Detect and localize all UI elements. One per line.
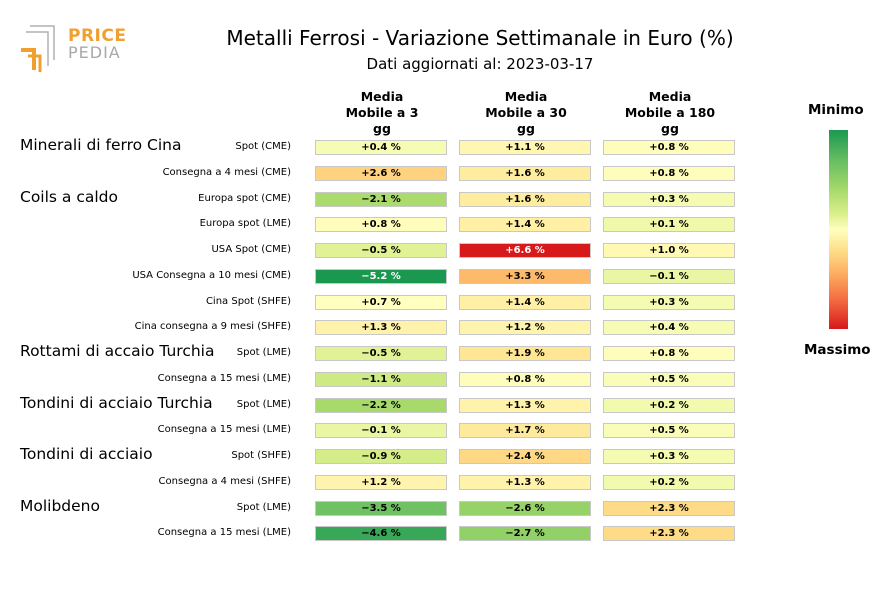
heatmap-cell: −2.7 % [459, 526, 591, 542]
heatmap-cell: +1.6 % [459, 191, 591, 207]
row-label: Consegna a 15 mesi (LME) [157, 372, 291, 384]
heatmap-cell: +1.7 % [459, 423, 591, 439]
column-header-line: Media [504, 89, 548, 104]
heatmap-cell: +0.2 % [603, 474, 735, 490]
column-header-line: gg [661, 121, 679, 136]
heatmap-cell: +0.8 % [459, 371, 591, 387]
column-header-line: Mobile a 3 [345, 105, 419, 120]
heatmap-cell: +0.3 % [603, 449, 735, 464]
legend-min-label: Minimo [808, 102, 864, 118]
heatmap-cell: +1.9 % [459, 346, 591, 361]
group-label: Tondini di acciaio Turchia [20, 393, 213, 412]
row-label: Consegna a 4 mesi (CME) [162, 166, 291, 178]
heatmap-cell: +0.8 % [603, 140, 735, 155]
row-label: Spot (LME) [236, 501, 291, 513]
heatmap-cell: −4.6 % [315, 526, 447, 542]
heatmap-cell: −0.9 % [315, 449, 447, 464]
row-label: Europa spot (LME) [199, 218, 291, 230]
logo-text-price: PRICE [68, 26, 127, 46]
heatmap-cell: +1.1 % [459, 140, 591, 155]
heatmap-cell: +0.3 % [603, 191, 735, 207]
heatmap-cell: +0.8 % [315, 217, 447, 233]
column-header-3d: Media Mobile a 3 gg [302, 89, 462, 137]
logo-text-pedia: PEDIA [68, 43, 121, 62]
row-label: USA Spot (CME) [211, 244, 291, 255]
group-label: Minerali di ferro Cina [20, 136, 182, 154]
heatmap-cell: −2.2 % [315, 397, 447, 413]
heatmap-cell: +0.3 % [603, 294, 735, 310]
heatmap-cell: +0.5 % [603, 371, 735, 387]
row-label: Cina Spot (SHFE) [205, 295, 291, 307]
heatmap-cell: +0.8 % [603, 165, 735, 181]
heatmap-cell: +0.2 % [603, 397, 735, 413]
row-label: USA Consegna a 10 mesi (CME) [132, 269, 291, 281]
group-label: Rottami di accaio Turchia [20, 342, 215, 360]
heatmap-cell: −0.1 % [315, 423, 447, 439]
heatmap-cell: −2.6 % [459, 500, 591, 516]
column-header-30d: Media Mobile a 30 gg [446, 89, 606, 137]
heatmap-cell: +1.3 % [315, 320, 447, 336]
heatmap-cell: +0.1 % [603, 217, 735, 233]
heatmap-cell: +1.3 % [459, 474, 591, 490]
heatmap-cell: +2.6 % [315, 165, 447, 181]
legend-max-label: Massimo [804, 342, 871, 358]
heatmap-cell: +1.3 % [459, 397, 591, 413]
column-header-line: Media [360, 89, 404, 104]
row-label: Consegna a 15 mesi (LME) [157, 527, 291, 539]
heatmap-cell: −3.5 % [315, 500, 447, 516]
heatmap-cell: +1.6 % [459, 165, 591, 181]
heatmap-cell: +1.0 % [603, 243, 735, 258]
heatmap-cell: +1.2 % [315, 474, 447, 490]
group-label: Tondini di acciaio [20, 445, 153, 463]
heatmap-cell: +2.3 % [603, 500, 735, 516]
row-label: Spot (SHFE) [231, 450, 291, 461]
row-label: Consegna a 4 mesi (SHFE) [158, 475, 291, 487]
heatmap-cell: +0.5 % [603, 423, 735, 439]
heatmap-cell: −0.5 % [315, 243, 447, 258]
row-label: Cina consegna a 9 mesi (SHFE) [134, 321, 291, 333]
row-label: Europa spot (CME) [198, 192, 291, 204]
pricepedia-logo: PRICE PEDIA [20, 24, 130, 74]
column-header-line: Mobile a 180 [624, 105, 716, 120]
heatmap-cell: +2.3 % [603, 526, 735, 542]
heatmap-cell: +3.3 % [459, 268, 591, 284]
heatmap-cell: +0.7 % [315, 294, 447, 310]
chart-title: Metalli Ferrosi - Variazione Settimanale… [226, 26, 734, 50]
legend-colorbar [829, 130, 848, 329]
group-label: Coils a caldo [20, 187, 118, 206]
column-header-line: Media [648, 89, 692, 104]
column-header-line: gg [517, 121, 535, 136]
heatmap-cell: −0.1 % [603, 268, 735, 284]
row-label: Spot (LME) [236, 347, 291, 358]
row-label: Spot (CME) [235, 141, 291, 152]
heatmap-cell: −2.1 % [315, 191, 447, 207]
heatmap-cell: +1.4 % [459, 294, 591, 310]
heatmap-cell: +1.4 % [459, 217, 591, 233]
column-header-180d: Media Mobile a 180 gg [590, 89, 750, 137]
heatmap-cell: +6.6 % [459, 243, 591, 258]
heatmap-cell: +0.4 % [315, 140, 447, 155]
heatmap-cell: +1.2 % [459, 320, 591, 336]
column-header-line: Mobile a 30 [485, 105, 567, 120]
heatmap-cell: +2.4 % [459, 449, 591, 464]
logo-mark-icon [21, 25, 55, 72]
heatmap-cell: −1.1 % [315, 371, 447, 387]
row-label: Consegna a 15 mesi (LME) [157, 424, 291, 436]
heatmap-cell: +0.4 % [603, 320, 735, 336]
group-label: Molibdeno [20, 496, 100, 515]
heatmap-cell: −5.2 % [315, 268, 447, 284]
heatmap-cell: +0.8 % [603, 346, 735, 361]
heatmap-cell: −0.5 % [315, 346, 447, 361]
chart-subtitle: Dati aggiornati al: 2023-03-17 [366, 55, 594, 73]
row-label: Spot (LME) [236, 398, 291, 410]
column-header-line: gg [373, 121, 391, 136]
